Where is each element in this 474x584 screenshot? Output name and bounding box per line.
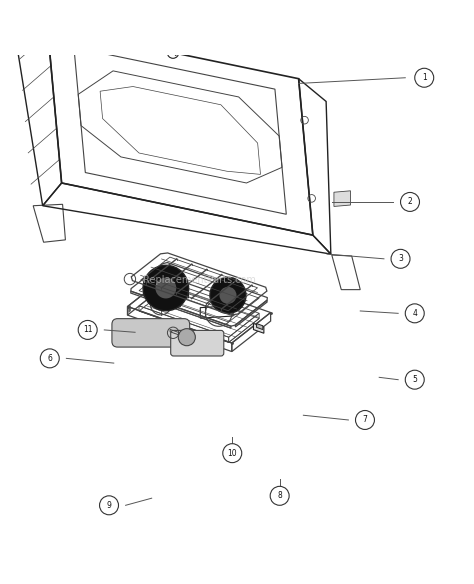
Circle shape	[401, 193, 419, 211]
Circle shape	[415, 68, 434, 87]
Text: 6: 6	[47, 354, 52, 363]
Circle shape	[178, 329, 195, 346]
Text: 10: 10	[228, 449, 237, 458]
Text: 5: 5	[412, 375, 417, 384]
Circle shape	[405, 370, 424, 389]
Text: 1: 1	[422, 73, 427, 82]
Text: 8: 8	[277, 491, 282, 500]
FancyBboxPatch shape	[112, 319, 190, 347]
Ellipse shape	[212, 293, 238, 308]
Circle shape	[40, 349, 59, 368]
Circle shape	[143, 265, 189, 311]
Polygon shape	[254, 324, 264, 333]
Circle shape	[100, 496, 118, 515]
Text: 9: 9	[107, 501, 111, 510]
Text: 3: 3	[398, 254, 403, 263]
Text: 2: 2	[408, 197, 412, 206]
Circle shape	[78, 321, 97, 339]
Text: 11: 11	[83, 325, 92, 335]
Text: 7: 7	[363, 415, 367, 425]
Circle shape	[219, 287, 237, 304]
Circle shape	[356, 411, 374, 429]
Circle shape	[155, 277, 176, 298]
Text: ReplacementParts.com: ReplacementParts.com	[143, 275, 255, 285]
Circle shape	[270, 486, 289, 505]
Text: 4: 4	[412, 309, 417, 318]
Circle shape	[223, 444, 242, 463]
Ellipse shape	[155, 280, 189, 299]
Circle shape	[391, 249, 410, 268]
Polygon shape	[256, 324, 263, 329]
Polygon shape	[334, 191, 350, 206]
Circle shape	[405, 304, 424, 323]
FancyBboxPatch shape	[171, 331, 224, 356]
Circle shape	[210, 277, 246, 314]
